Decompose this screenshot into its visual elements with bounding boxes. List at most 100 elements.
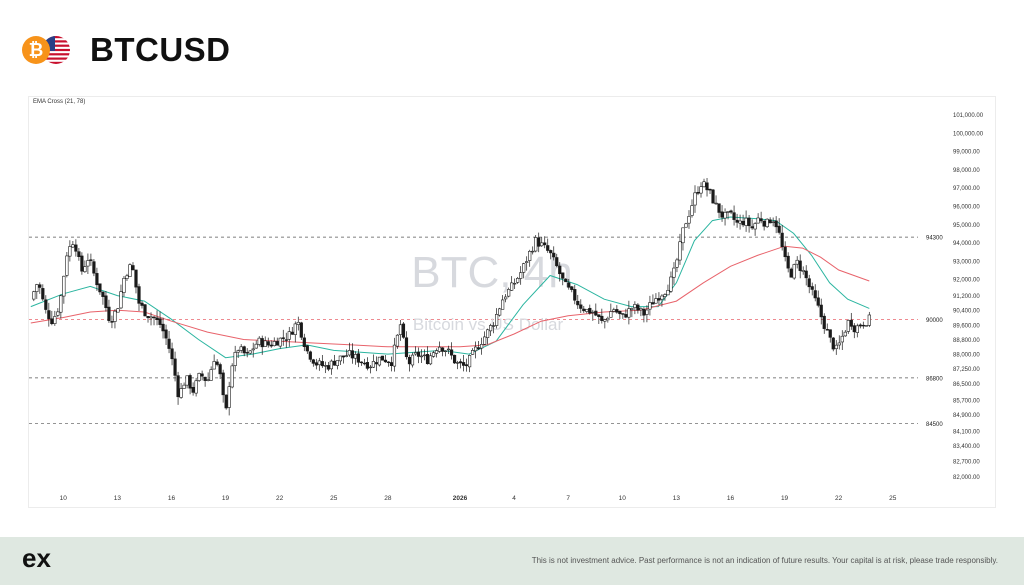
- y-tick-label: 98,000.00: [953, 168, 980, 174]
- candle: [702, 178, 706, 188]
- y-tick-label: 90,400.00: [953, 309, 980, 315]
- pair-logos: ₿: [22, 32, 76, 68]
- candle: [233, 345, 237, 372]
- candle: [248, 350, 252, 355]
- y-tick-label: 99,000.00: [953, 150, 980, 156]
- candle: [792, 263, 796, 280]
- candle: [477, 341, 481, 350]
- time-axis: 10 13 16 19 22 25 28 2026 4 7 10 13 16 19 22 25: [60, 495, 897, 502]
- candle: [314, 358, 318, 370]
- candle: [269, 340, 273, 348]
- candle: [534, 235, 538, 253]
- candle: [798, 254, 802, 279]
- candle: [642, 307, 646, 323]
- candle: [131, 262, 135, 271]
- x-tick-label: 13: [673, 495, 681, 502]
- candle: [170, 342, 174, 366]
- candle: [804, 265, 808, 286]
- candle: [200, 370, 204, 381]
- candle: [167, 331, 171, 354]
- candle: [576, 294, 580, 309]
- candle: [837, 335, 841, 350]
- candle: [428, 352, 433, 366]
- candle: [74, 239, 78, 257]
- candle: [266, 337, 270, 348]
- candle: [678, 233, 682, 265]
- candle: [182, 382, 186, 389]
- x-tick-label: 7: [566, 495, 570, 502]
- candle: [492, 322, 496, 334]
- candle: [230, 363, 234, 389]
- candle: [696, 186, 700, 196]
- y-tick-label: 96,000.00: [953, 205, 980, 211]
- candle: [708, 188, 712, 194]
- candle: [624, 308, 628, 319]
- y-tick-label: 95,000.00: [953, 223, 980, 229]
- candle: [801, 266, 805, 275]
- candle: [840, 330, 844, 351]
- ema-lines: [30, 216, 870, 359]
- candle: [212, 354, 216, 370]
- candle: [188, 373, 192, 395]
- candle: [431, 350, 436, 358]
- candle: [419, 349, 424, 364]
- candle: [744, 210, 748, 232]
- candle: [41, 284, 45, 301]
- y-tick-label: 88,800.00: [953, 338, 980, 344]
- candle: [65, 252, 69, 278]
- candle: [68, 240, 72, 262]
- candle: [287, 326, 291, 347]
- candle: [251, 342, 255, 358]
- x-tick-label: 22: [276, 495, 284, 502]
- candle: [831, 336, 835, 352]
- x-tick-label: 25: [330, 495, 338, 502]
- candle: [224, 394, 228, 410]
- candle: [278, 337, 282, 349]
- candle: [56, 308, 60, 318]
- candle: [543, 236, 547, 249]
- candle: [95, 267, 99, 291]
- candle: [53, 310, 57, 326]
- candle: [125, 273, 129, 282]
- candle: [389, 356, 394, 372]
- candle: [71, 240, 75, 248]
- candle: [777, 218, 781, 235]
- candle: [173, 351, 177, 382]
- candle: [765, 218, 769, 229]
- y-tick-label: 84,100.00: [953, 429, 980, 435]
- candle: [341, 355, 345, 364]
- candle: [206, 372, 210, 382]
- candle: [570, 285, 574, 293]
- candle: [741, 214, 745, 228]
- candle: [582, 305, 586, 313]
- candle: [467, 354, 472, 373]
- candle: [531, 246, 535, 255]
- candle: [146, 316, 150, 323]
- candle: [335, 360, 339, 370]
- candle: [32, 290, 36, 302]
- candle: [149, 312, 153, 326]
- candle: [750, 219, 754, 230]
- candle: [293, 321, 297, 343]
- candle: [194, 377, 198, 397]
- candle: [119, 284, 123, 310]
- candle: [92, 258, 96, 277]
- candle: [470, 348, 475, 355]
- candle: [648, 295, 652, 316]
- y-tick-label: 92,000.00: [953, 278, 980, 284]
- candle: [720, 205, 724, 222]
- candle: [275, 337, 279, 346]
- candle: [377, 356, 382, 367]
- candle: [392, 337, 397, 372]
- candle: [858, 323, 862, 329]
- candle: [281, 329, 285, 346]
- candle: [80, 252, 84, 275]
- indicator-label: EMA Cross (21, 78): [33, 99, 86, 105]
- candle: [77, 248, 81, 261]
- candle: [218, 362, 222, 380]
- y-tick-label: 85,700.00: [953, 398, 980, 404]
- candle: [257, 336, 261, 347]
- candle: [101, 291, 105, 305]
- candle: [474, 341, 478, 359]
- candle: [621, 313, 625, 319]
